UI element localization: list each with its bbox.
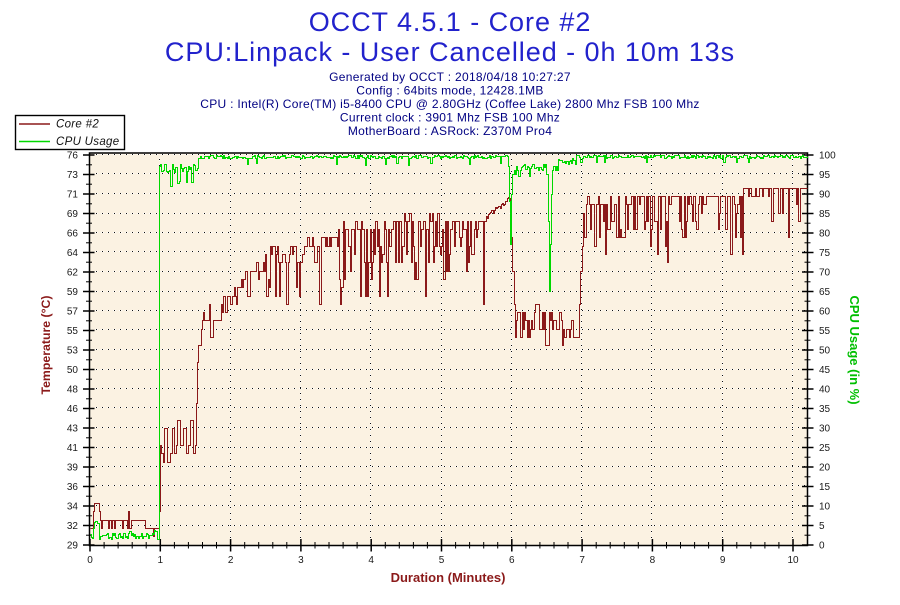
svg-text:60: 60 [819,307,831,318]
svg-text:36: 36 [67,482,79,493]
svg-text:85: 85 [819,209,831,220]
svg-text:25: 25 [819,443,831,454]
svg-text:30: 30 [819,424,831,435]
svg-text:45: 45 [819,365,831,376]
svg-text:Current clock : 3901 Mhz FSB 1: Current clock : 3901 Mhz FSB 100 Mhz [340,111,560,125]
svg-text:75: 75 [819,248,831,259]
svg-text:CPU:Linpack - User Cancelled -: CPU:Linpack - User Cancelled - 0h 10m 13… [165,37,735,67]
svg-text:Temperature (°C): Temperature (°C) [39,296,53,395]
svg-text:Config : 64bits mode, 12428.1M: Config : 64bits mode, 12428.1MB [356,84,543,98]
svg-text:Duration (Minutes): Duration (Minutes) [391,570,506,585]
svg-text:1: 1 [158,555,164,566]
svg-text:43: 43 [67,424,79,435]
svg-text:32: 32 [67,521,79,532]
svg-text:76: 76 [67,151,79,162]
svg-text:80: 80 [819,229,831,240]
svg-text:10: 10 [787,555,799,566]
svg-text:CPU Usage: CPU Usage [56,136,119,148]
svg-text:46: 46 [67,404,79,415]
svg-text:6: 6 [509,555,515,566]
svg-text:59: 59 [67,287,79,298]
svg-text:9: 9 [720,555,726,566]
svg-text:71: 71 [67,190,79,201]
svg-text:55: 55 [67,326,79,337]
svg-text:29: 29 [67,541,79,552]
svg-text:40: 40 [819,385,831,396]
svg-text:62: 62 [67,268,79,279]
svg-text:2: 2 [228,555,234,566]
svg-text:70: 70 [819,268,831,279]
svg-text:5: 5 [439,555,445,566]
svg-text:8: 8 [650,555,656,566]
svg-text:3: 3 [298,555,304,566]
svg-text:55: 55 [819,326,831,337]
svg-text:53: 53 [67,346,79,357]
svg-text:73: 73 [67,170,79,181]
svg-text:100: 100 [819,151,836,162]
svg-text:50: 50 [819,346,831,357]
svg-text:0: 0 [819,541,825,552]
svg-text:95: 95 [819,170,831,181]
svg-text:66: 66 [67,229,79,240]
svg-text:69: 69 [67,209,79,220]
svg-text:MotherBoard : ASRock: Z370M Pr: MotherBoard : ASRock: Z370M Pro4 [348,124,552,138]
svg-text:65: 65 [819,287,831,298]
svg-text:20: 20 [819,463,831,474]
svg-text:57: 57 [67,307,79,318]
svg-text:39: 39 [67,463,79,474]
svg-text:CPU Usage (in %): CPU Usage (in %) [847,295,862,404]
svg-text:CPU : Intel(R) Core(TM) i5-840: CPU : Intel(R) Core(TM) i5-8400 CPU @ 2.… [200,97,699,111]
svg-text:OCCT 4.5.1 - Core #2: OCCT 4.5.1 - Core #2 [309,7,592,37]
svg-text:34: 34 [67,502,79,513]
svg-text:4: 4 [368,555,374,566]
svg-text:48: 48 [67,385,79,396]
svg-text:5: 5 [819,521,825,532]
svg-text:15: 15 [819,482,831,493]
svg-text:90: 90 [819,190,831,201]
svg-text:64: 64 [67,248,79,259]
svg-text:50: 50 [67,365,79,376]
svg-text:Core #2: Core #2 [56,119,99,131]
svg-text:10: 10 [819,502,831,513]
svg-text:7: 7 [579,555,585,566]
svg-text:35: 35 [819,404,831,415]
svg-text:Generated by OCCT : 2018/04/18: Generated by OCCT : 2018/04/18 10:27:27 [329,70,571,84]
svg-text:41: 41 [67,443,79,454]
svg-text:0: 0 [87,555,93,566]
